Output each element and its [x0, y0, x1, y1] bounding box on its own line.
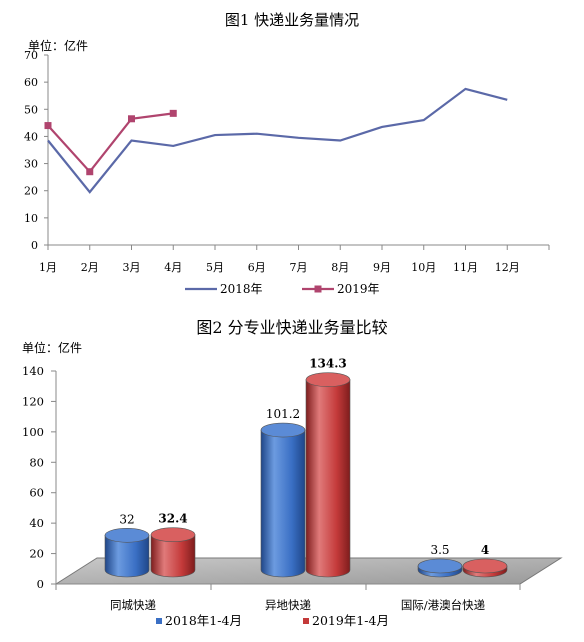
bar-2019年1-4月: [305, 372, 351, 578]
data-point: [169, 109, 177, 117]
x-tick-label: 9月: [373, 261, 391, 274]
bar-top: [462, 558, 508, 574]
y-tick-label: 20: [29, 547, 44, 561]
bar-body: [305, 379, 351, 578]
legend-label: 2019年1-4月: [312, 613, 389, 628]
data-label: 134.3: [309, 357, 347, 371]
x-tick-label: 4月: [164, 261, 182, 274]
chart1-title: 图1 快递业务量情况: [224, 11, 360, 29]
y-tick-label: 0: [31, 239, 38, 252]
y-tick-label: 60: [29, 486, 44, 500]
series-line-2019年: [47, 112, 174, 174]
bar-top: [260, 422, 306, 438]
line-chart: 0 10 20 30 40 50 60 70 1月 2月 3月 4月 5月 6月 7月 8月 9月 10月 11月 1…: [24, 49, 550, 296]
y-tick-label: 0: [37, 577, 44, 591]
bar-top: [150, 527, 196, 543]
y-tick-label: 40: [29, 516, 44, 530]
x-tick-label: 5月: [206, 261, 224, 274]
bar-2019年1-4月: [150, 527, 196, 578]
data-label: 32.4: [158, 512, 187, 526]
data-point: [86, 168, 94, 176]
x-tick-label: 8月: [331, 261, 349, 274]
y-tick-label: 100: [22, 425, 44, 439]
bar-2019年1-4月: [462, 558, 508, 578]
x-tick-label: 同城快递: [110, 598, 156, 612]
x-tick-label: 1月: [39, 261, 57, 274]
bar-body: [150, 534, 196, 578]
data-label: 3.5: [430, 543, 449, 557]
x-tick-label: 国际/港澳台快递: [401, 598, 486, 612]
data-label: 101.2: [266, 407, 300, 421]
y-tick-label: 120: [22, 394, 44, 408]
bar-2018年1-4月: [104, 528, 150, 578]
legend-label: 2018年1-4月: [165, 613, 242, 628]
bar-body: [260, 429, 306, 578]
y-tick-label: 30: [24, 158, 38, 171]
chart1-unit-label: 单位：亿件: [28, 39, 89, 53]
chart2-unit-label: 单位：亿件: [22, 341, 83, 355]
bar-top: [417, 558, 463, 574]
y-tick-label: 60: [24, 76, 38, 89]
x-tick-label: 12月: [495, 261, 520, 274]
x-tick-label: 2月: [81, 261, 99, 274]
legend-swatch: [303, 618, 309, 624]
bar-body: [104, 535, 150, 578]
legend-label: 2019年: [337, 282, 380, 296]
x-tick-label: 7月: [290, 261, 308, 274]
series-line-2018年: [47, 87, 508, 194]
x-tick-label: 11月: [453, 261, 478, 274]
x-tick-label: 3月: [123, 261, 141, 274]
legend-marker: [314, 285, 322, 293]
bar-top: [305, 372, 351, 387]
bar-top: [104, 528, 150, 543]
x-tick-label: 6月: [248, 261, 266, 274]
data-point: [128, 115, 135, 123]
chart2-title: 图2 分专业快递业务量比较: [196, 318, 388, 337]
y-tick-label: 80: [29, 455, 44, 469]
data-label: 4: [481, 543, 489, 557]
x-tick-label: 10月: [411, 261, 436, 274]
y-tick-label: 10: [24, 212, 38, 225]
y-tick-label: 70: [24, 49, 38, 62]
y-tick-label: 140: [22, 364, 44, 378]
legend-swatch: [156, 618, 162, 624]
y-tick-label: 50: [24, 103, 38, 116]
y-tick-label: 40: [24, 130, 38, 143]
x-tick-label: 异地快递: [265, 598, 311, 612]
bar-2018年1-4月: [260, 422, 306, 578]
y-tick-label: 20: [24, 185, 38, 198]
data-point: [44, 122, 52, 130]
data-label: 32: [119, 512, 134, 526]
legend-label: 2018年: [220, 282, 263, 296]
bar-2018年1-4月: [417, 558, 463, 578]
